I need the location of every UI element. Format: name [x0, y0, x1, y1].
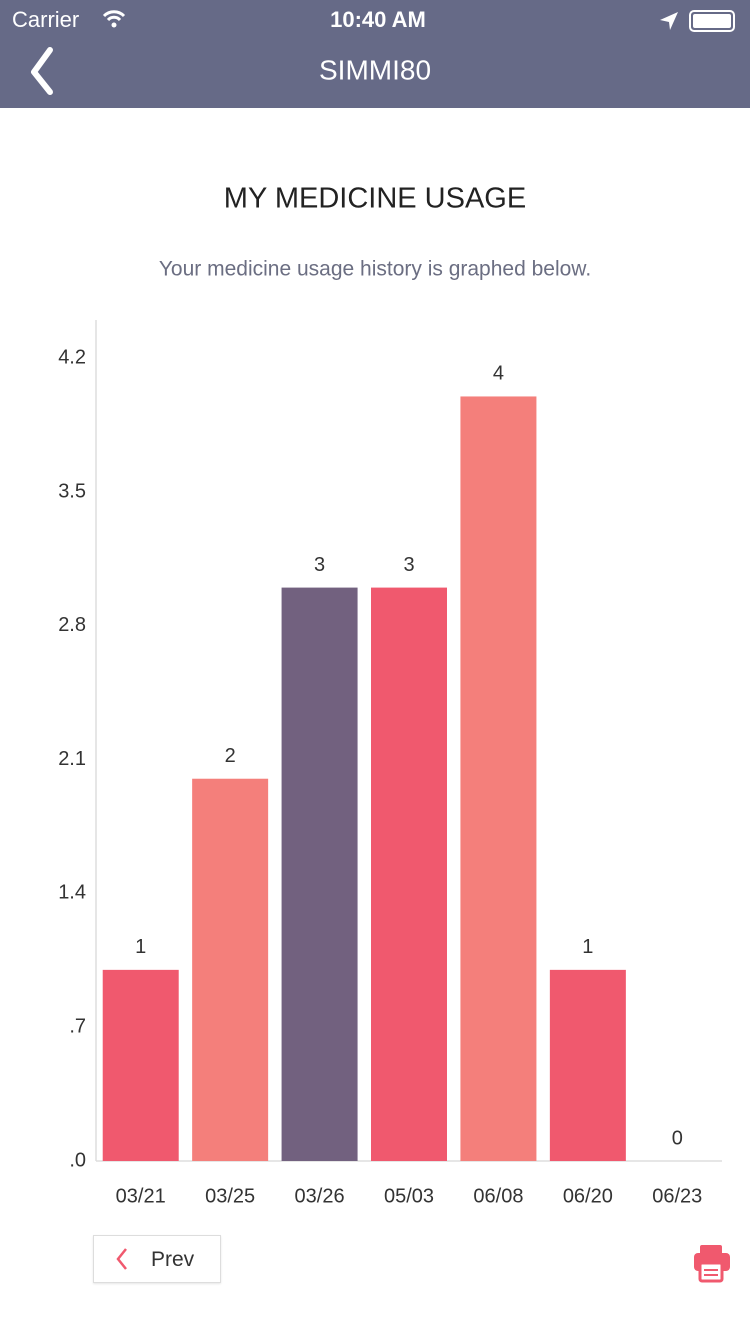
prev-button[interactable]: Prev [93, 1235, 221, 1283]
bar [371, 587, 447, 1161]
value-label: 2 [225, 745, 236, 767]
x-tick-label: 03/26 [295, 1185, 345, 1207]
print-button[interactable] [692, 1243, 732, 1283]
bar [192, 778, 269, 1161]
prev-chevron [116, 1248, 127, 1270]
x-tick-label: 06/20 [563, 1185, 613, 1207]
value-label: 0 [672, 1127, 683, 1149]
chart-title: MY MEDICINE USAGE [224, 183, 526, 215]
y-tick-label: .7 [69, 1015, 86, 1037]
x-tick-label: 03/25 [205, 1185, 255, 1207]
y-tick-label: 3.5 [58, 480, 86, 502]
x-tick-label: 06/08 [473, 1185, 523, 1207]
y-tick-label: 4.2 [58, 347, 86, 369]
battery-level [693, 14, 731, 28]
chart: MY MEDICINE USAGE Your medicine usage hi… [58, 183, 722, 1207]
x-tick-label: 06/23 [652, 1185, 702, 1207]
chart-subtitle: Your medicine usage history is graphed b… [159, 258, 591, 281]
bar [281, 587, 358, 1161]
y-tick-label: 2.1 [58, 748, 86, 770]
x-tick-label: 03/21 [116, 1185, 166, 1207]
y-tick-label: .0 [69, 1149, 86, 1171]
value-label: 3 [314, 554, 325, 576]
y-tick-label: 1.4 [58, 882, 86, 904]
wifi-dot [111, 22, 117, 28]
x-tick-label: 05/03 [384, 1185, 434, 1207]
value-label: 4 [493, 363, 504, 385]
clock: 10:40 AM [330, 7, 426, 32]
back-button[interactable] [31, 47, 53, 95]
value-label: 1 [135, 936, 146, 958]
bar [102, 969, 179, 1161]
value-label: 3 [403, 554, 414, 576]
bar [549, 969, 626, 1161]
battery [689, 10, 735, 32]
prev-label: Prev [151, 1248, 195, 1271]
nav-title: SIMMI80 [319, 54, 431, 85]
carrier: Carrier [12, 7, 79, 32]
y-tick-label: 2.8 [58, 614, 86, 636]
bar [460, 396, 537, 1161]
value-label: 1 [582, 936, 593, 958]
location-icon [660, 12, 678, 30]
top-bar: Carrier 10:40 AM SIMMI80 [0, 0, 750, 108]
wifi-icon [102, 10, 126, 22]
